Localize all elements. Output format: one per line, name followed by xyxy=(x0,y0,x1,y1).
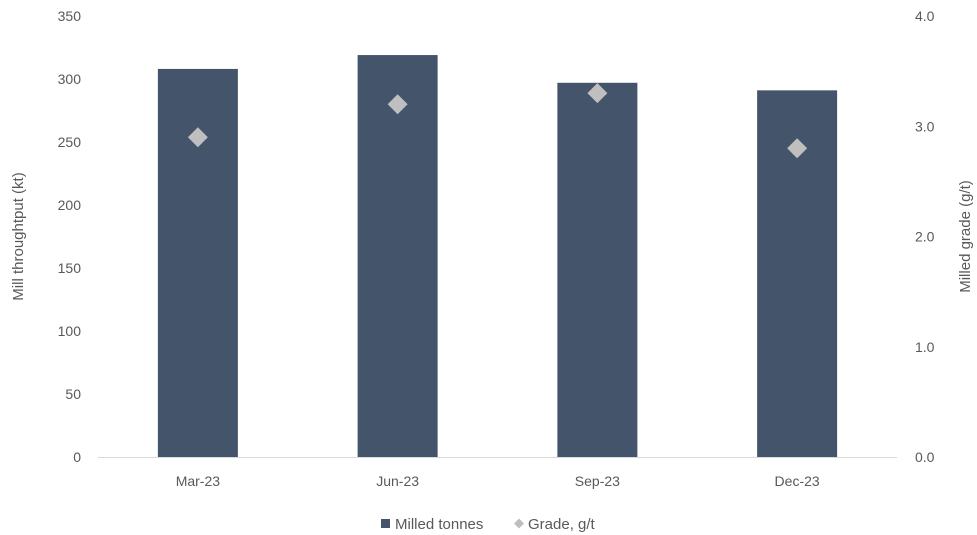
grade-marker-sep-23 xyxy=(587,83,608,104)
y-tick-label: 350 xyxy=(58,8,82,24)
grade-marker-dec-23 xyxy=(787,138,808,159)
y2-axis-ticks: 0.0 1.0 2.0 3.0 4.0 xyxy=(915,8,935,465)
x-tick-label: Dec-23 xyxy=(775,473,820,489)
y2-tick-label: 0.0 xyxy=(915,449,935,465)
y2-axis-title: Milled grade (g/t) xyxy=(957,180,974,293)
x-tick-label: Jun-23 xyxy=(376,473,419,489)
x-axis-ticks: Mar-23 Jun-23 Sep-23 Dec-23 xyxy=(176,473,820,489)
legend-label-milled-tonnes: Milled tonnes xyxy=(395,516,483,533)
bar-series xyxy=(157,55,838,458)
y2-tick-label: 4.0 xyxy=(915,8,935,24)
grade-marker-jun-23 xyxy=(387,94,408,115)
scatter-series xyxy=(187,83,808,159)
y-tick-label: 0 xyxy=(73,449,81,465)
y2-tick-label: 2.0 xyxy=(915,229,935,245)
legend-label-grade: Grade, g/t xyxy=(528,516,596,533)
bar-mar-23 xyxy=(157,68,238,458)
grade-marker-mar-23 xyxy=(187,127,208,148)
legend-swatch-milled-tonnes xyxy=(381,519,390,528)
y-tick-label: 250 xyxy=(58,134,82,150)
y-tick-label: 150 xyxy=(58,260,82,276)
y-tick-label: 200 xyxy=(58,197,82,213)
bar-sep-23 xyxy=(557,82,638,457)
y-tick-label: 100 xyxy=(58,323,82,339)
x-tick-label: Sep-23 xyxy=(575,473,620,489)
x-tick-label: Mar-23 xyxy=(176,473,221,489)
y-axis-ticks: 0 50 100 150 200 250 300 350 xyxy=(58,8,82,465)
y2-tick-label: 1.0 xyxy=(915,339,935,355)
y-tick-label: 300 xyxy=(58,71,82,87)
y2-tick-label: 3.0 xyxy=(915,118,935,134)
y-tick-label: 50 xyxy=(65,386,81,402)
legend-swatch-grade xyxy=(514,518,524,529)
y-axis-title: Mill throughtput (kt) xyxy=(10,172,27,300)
bar-jun-23 xyxy=(357,55,438,458)
legend: Milled tonnes Grade, g/t xyxy=(381,516,596,533)
